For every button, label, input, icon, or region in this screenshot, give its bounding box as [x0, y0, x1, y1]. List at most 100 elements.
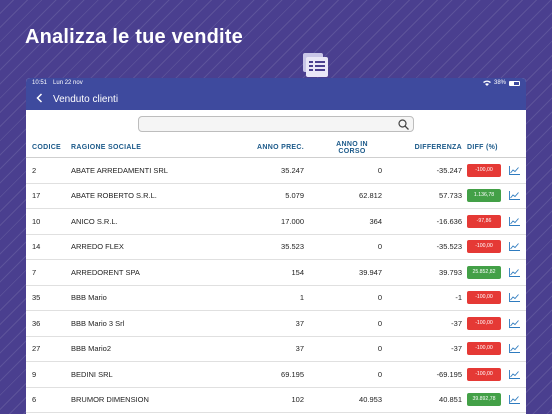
diff-pct-badge: 39.892,78 — [467, 393, 501, 407]
cell-differenza: -37 — [451, 344, 462, 354]
diff-pct-badge: -100,00 — [467, 163, 501, 177]
cell-ragione-sociale: BBB Mario 3 Srl — [71, 318, 125, 328]
cell-diff-pct: -100,00 — [462, 367, 502, 381]
search-input[interactable] — [139, 120, 413, 135]
cell-anno-in-corso: 0 — [377, 293, 382, 303]
battery-icon — [509, 80, 520, 86]
cell-ragione-sociale: ABATE ROBERTO S.R.L. — [71, 191, 157, 201]
cell-chart-action — [502, 344, 526, 354]
cell-codice: 7 — [32, 267, 37, 277]
headline: Analizza le tue vendite — [25, 26, 243, 48]
cell-ragione-sociale: BRUMOR DIMENSION — [71, 395, 149, 405]
table-body: 2 ABATE ARREDAMENTI SRL 35.247 0 -35.247 -100… — [26, 158, 526, 413]
report-icon — [303, 53, 328, 77]
cell-differenza: 40.851 — [439, 395, 462, 405]
header-anno-prec[interactable]: ANNO PREC. — [257, 144, 304, 151]
cell-anno-prec: 35.247 — [281, 165, 304, 175]
cell-ragione-sociale: ABATE ARREDAMENTI SRL — [71, 165, 168, 175]
header-codice[interactable]: CODICE — [32, 144, 62, 151]
cell-codice: 6 — [32, 395, 37, 405]
cell-diff-pct: -100,00 — [462, 291, 502, 305]
diff-pct-badge: 1.136,78 — [467, 189, 501, 203]
trend-chart-icon[interactable] — [508, 344, 520, 354]
trend-chart-icon[interactable] — [508, 165, 520, 175]
cell-differenza: -35.523 — [436, 242, 462, 252]
chevron-left-icon — [36, 93, 43, 103]
cell-ragione-sociale: BBB Mario — [71, 293, 107, 303]
cell-anno-prec: 5.079 — [285, 191, 304, 201]
cell-chart-action — [502, 267, 526, 277]
cell-codice: 27 — [32, 344, 41, 354]
table-row[interactable]: 10 ANICO S.R.L. 17.000 364 -16.636 -97,86 — [26, 209, 526, 235]
cell-anno-in-corso: 0 — [377, 242, 382, 252]
cell-anno-prec: 154 — [291, 267, 304, 277]
cell-anno-in-corso: 62.812 — [359, 191, 382, 201]
diff-pct-badge: -100,00 — [467, 240, 501, 254]
diff-pct-badge: -100,00 — [467, 367, 501, 381]
cell-anno-in-corso: 0 — [377, 369, 382, 379]
cell-differenza: 57.733 — [439, 191, 462, 201]
cell-diff-pct: 1.136,78 — [462, 189, 502, 203]
trend-chart-icon[interactable] — [508, 216, 520, 226]
cell-diff-pct: -100,00 — [462, 342, 502, 356]
diff-pct-badge: 25.852,82 — [467, 265, 501, 279]
cell-differenza: -37 — [451, 318, 462, 328]
cell-diff-pct: -100,00 — [462, 163, 502, 177]
cell-diff-pct: -97,86 — [462, 214, 502, 228]
table-row[interactable]: 36 BBB Mario 3 Srl 37 0 -37 -100,00 — [26, 311, 526, 337]
table-row[interactable]: 27 BBB Mario2 37 0 -37 -100,00 — [26, 337, 526, 362]
trend-chart-icon[interactable] — [508, 242, 520, 252]
table-row[interactable]: 6 BRUMOR DIMENSION 102 40.953 40.851 39.892,7… — [26, 388, 526, 413]
table-header: CODICE RAGIONE SOCIALE ANNO PREC. ANNO I… — [26, 138, 526, 158]
status-time: 10:51 — [32, 80, 48, 86]
cell-diff-pct: -100,00 — [462, 240, 502, 254]
table-row[interactable]: 2 ABATE ARREDAMENTI SRL 35.247 0 -35.247 -100… — [26, 158, 526, 184]
diff-pct-badge: -100,00 — [467, 316, 501, 330]
tablet-screen: 10:51 Lun 22 nov 38% Venduto clienti COD… — [26, 78, 526, 414]
back-button[interactable] — [36, 92, 43, 106]
header-anno-in-corso[interactable]: ANNO IN CORSO — [336, 140, 368, 155]
cell-ragione-sociale: BEDINI SRL — [71, 369, 113, 379]
trend-chart-icon[interactable] — [508, 318, 520, 328]
header-ragione-sociale[interactable]: RAGIONE SOCIALE — [71, 144, 142, 151]
header-differenza[interactable]: DIFFERENZA — [414, 144, 462, 151]
cell-codice: 14 — [32, 242, 41, 252]
cell-codice: 9 — [32, 369, 37, 379]
cell-chart-action — [502, 191, 526, 201]
search-box — [138, 116, 414, 135]
cell-chart-action — [502, 395, 526, 405]
trend-chart-icon[interactable] — [508, 293, 520, 303]
trend-chart-icon[interactable] — [508, 369, 520, 379]
cell-anno-prec: 1 — [299, 293, 304, 303]
cell-anno-prec: 37 — [295, 344, 304, 354]
cell-diff-pct: -100,00 — [462, 316, 502, 330]
search-icon[interactable] — [398, 119, 409, 130]
trend-chart-icon[interactable] — [508, 267, 520, 277]
table-row[interactable]: 7 ARREDORENT SPA 154 39.947 39.793 25.852,82 — [26, 260, 526, 286]
table-row[interactable]: 17 ABATE ROBERTO S.R.L. 5.079 62.812 57.733 1… — [26, 184, 526, 209]
cell-codice: 17 — [32, 191, 41, 201]
cell-chart-action — [502, 165, 526, 175]
table-row[interactable]: 35 BBB Mario 1 0 -1 -100,00 — [26, 286, 526, 311]
table-row[interactable]: 9 BEDINI SRL 69.195 0 -69.195 -100,00 — [26, 362, 526, 388]
table-row[interactable]: 14 ARREDO FLEX 35.523 0 -35.523 -100,00 — [26, 235, 526, 260]
navigation-bar: Venduto clienti — [26, 88, 526, 110]
wifi-icon — [482, 80, 491, 86]
cell-differenza: -1 — [455, 293, 462, 303]
diff-pct-badge: -100,00 — [467, 342, 501, 356]
cell-anno-prec: 69.195 — [281, 369, 304, 379]
search-bar — [26, 110, 526, 138]
cell-chart-action — [502, 318, 526, 328]
cell-codice: 36 — [32, 318, 41, 328]
cell-anno-in-corso: 39.947 — [359, 267, 382, 277]
trend-chart-icon[interactable] — [508, 395, 520, 405]
cell-differenza: -16.636 — [436, 216, 462, 226]
header-diff-pct[interactable]: DIFF (%) — [467, 144, 498, 151]
diff-pct-badge: -100,00 — [467, 291, 501, 305]
trend-chart-icon[interactable] — [508, 191, 520, 201]
cell-chart-action — [502, 293, 526, 303]
cell-codice: 35 — [32, 293, 41, 303]
cell-chart-action — [502, 369, 526, 379]
diff-pct-badge: -97,86 — [467, 214, 501, 228]
cell-anno-prec: 102 — [291, 395, 304, 405]
